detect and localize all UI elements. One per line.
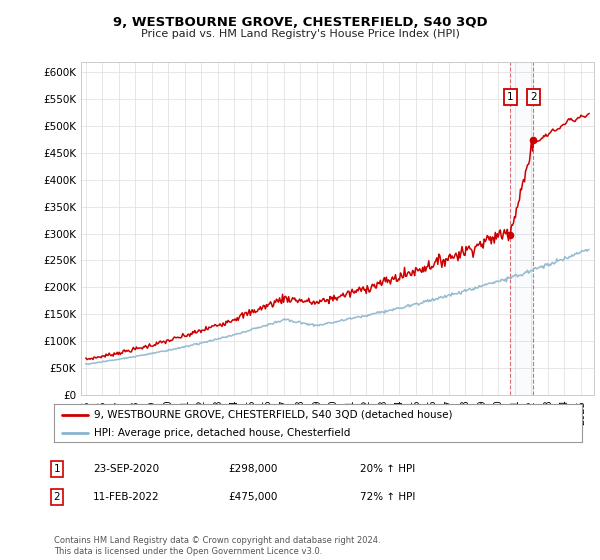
Text: £475,000: £475,000 [228, 492, 277, 502]
Text: 9, WESTBOURNE GROVE, CHESTERFIELD, S40 3QD: 9, WESTBOURNE GROVE, CHESTERFIELD, S40 3… [113, 16, 487, 29]
Text: Contains HM Land Registry data © Crown copyright and database right 2024.
This d: Contains HM Land Registry data © Crown c… [54, 536, 380, 556]
Text: 2: 2 [53, 492, 61, 502]
Text: 20% ↑ HPI: 20% ↑ HPI [360, 464, 415, 474]
Text: 1: 1 [507, 92, 514, 101]
Text: 72% ↑ HPI: 72% ↑ HPI [360, 492, 415, 502]
Text: 23-SEP-2020: 23-SEP-2020 [93, 464, 159, 474]
Text: 1: 1 [53, 464, 61, 474]
Text: £298,000: £298,000 [228, 464, 277, 474]
Text: 9, WESTBOURNE GROVE, CHESTERFIELD, S40 3QD (detached house): 9, WESTBOURNE GROVE, CHESTERFIELD, S40 3… [94, 409, 452, 419]
Bar [511, 62, 533, 395]
Text: 11-FEB-2022: 11-FEB-2022 [93, 492, 160, 502]
Text: 2: 2 [530, 92, 536, 101]
Text: Price paid vs. HM Land Registry's House Price Index (HPI): Price paid vs. HM Land Registry's House … [140, 29, 460, 39]
Text: HPI: Average price, detached house, Chesterfield: HPI: Average price, detached house, Ches… [94, 428, 350, 438]
